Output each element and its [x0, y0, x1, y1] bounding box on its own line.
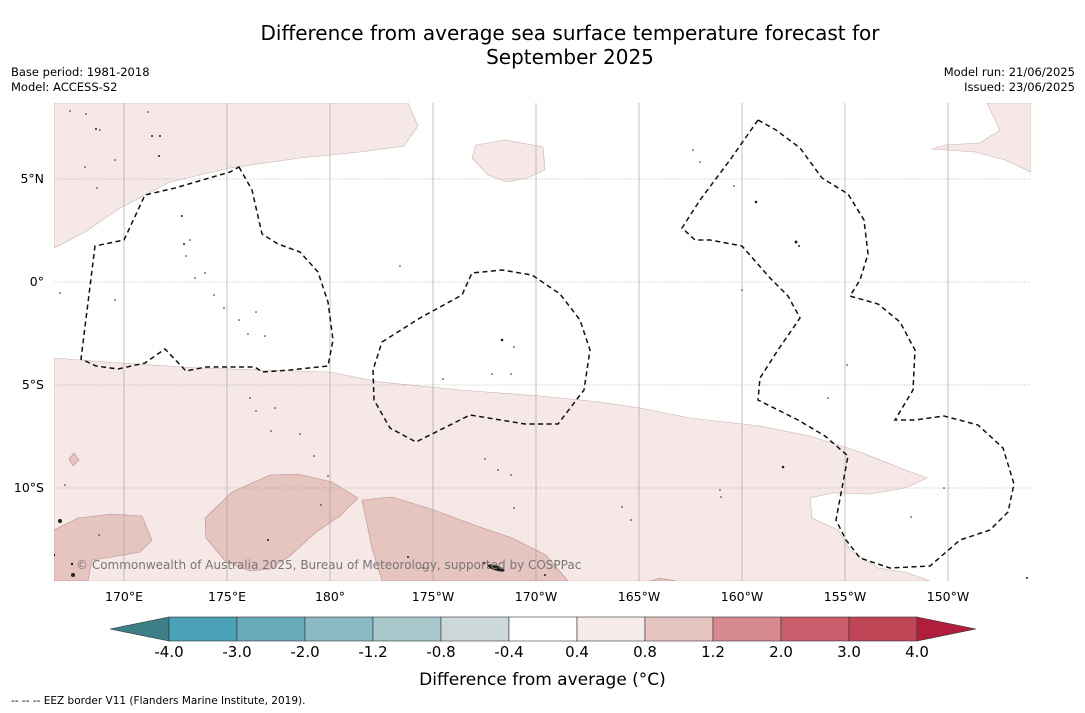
colorbar-tick: 3.0 — [837, 643, 861, 661]
map-title: Difference from average sea surface temp… — [0, 21, 1085, 69]
eez-border-west — [80, 165, 334, 373]
anomaly-region-northeast — [931, 103, 1031, 173]
anomaly-region-strong-south — [649, 577, 677, 581]
colorbar-tick: 2.0 — [769, 643, 793, 661]
title-line-1: Difference from average sea surface temp… — [260, 21, 880, 45]
lon-label-170w: 170°W — [514, 589, 558, 604]
colorbar-tick: 4.0 — [905, 643, 929, 661]
lon-label-175w: 175°W — [411, 589, 455, 604]
lon-label-160w: 160°W — [720, 589, 764, 604]
lat-label-10s: 10°S — [13, 480, 44, 495]
graticule-meridians — [123, 103, 949, 581]
eez-border-central — [372, 269, 591, 443]
colorbar-tick: -0.8 — [426, 643, 456, 661]
lon-label-170e: 170°E — [104, 589, 144, 604]
title-line-2: September 2025 — [486, 45, 654, 69]
anomaly-region-strong-east — [361, 496, 569, 581]
lat-label-0: 0° — [29, 274, 44, 289]
islands — [54, 110, 1028, 579]
colorbar-tick: -1.2 — [358, 643, 388, 661]
anomaly-region-strong-central — [204, 473, 359, 572]
lon-label-175e: 175°E — [207, 589, 247, 604]
eez-footnote: -- -- -- EEZ border V11 (Flanders Marine… — [11, 695, 306, 707]
model-run-date: Model run: 21/06/2025 — [943, 65, 1075, 79]
colorbar-tick: -2.0 — [290, 643, 320, 661]
anomaly-region-strong-west — [54, 513, 153, 581]
anomaly-region-island — [471, 139, 546, 183]
eez-borders — [80, 119, 1015, 569]
colorbar-tick: -3.0 — [222, 643, 252, 661]
model-name: Model: ACCESS-S2 — [11, 80, 118, 94]
anomaly-region-north — [54, 103, 419, 249]
map-area — [54, 103, 1031, 581]
eez-border-east — [681, 119, 1015, 569]
lon-label-165w: 165°W — [617, 589, 661, 604]
colorbar-tick: 0.8 — [633, 643, 657, 661]
lat-label-5n: 5°N — [20, 171, 44, 186]
colorbar-tick: -4.0 — [154, 643, 184, 661]
lon-label-150w: 150°W — [926, 589, 970, 604]
colorbar-label: Difference from average (°C) — [419, 670, 666, 690]
lon-label-180: 180° — [314, 589, 346, 604]
base-period: Base period: 1981-2018 — [11, 65, 150, 79]
issued-date: Issued: 23/06/2025 — [964, 80, 1075, 94]
colorbar-tick: 1.2 — [701, 643, 725, 661]
colorbar-tick: -0.4 — [494, 643, 524, 661]
colorbar-tick: 0.4 — [565, 643, 589, 661]
copyright-notice: © Commonwealth of Australia 2025, Bureau… — [76, 558, 582, 572]
model-info: Base period: 1981-2018 Model: ACCESS-S2 — [11, 65, 150, 95]
run-info: Model run: 21/06/2025 Issued: 23/06/2025 — [944, 65, 1075, 95]
lat-label-5s: 5°S — [21, 377, 44, 392]
anomaly-patch — [68, 452, 80, 467]
lon-label-155w: 155°W — [823, 589, 867, 604]
